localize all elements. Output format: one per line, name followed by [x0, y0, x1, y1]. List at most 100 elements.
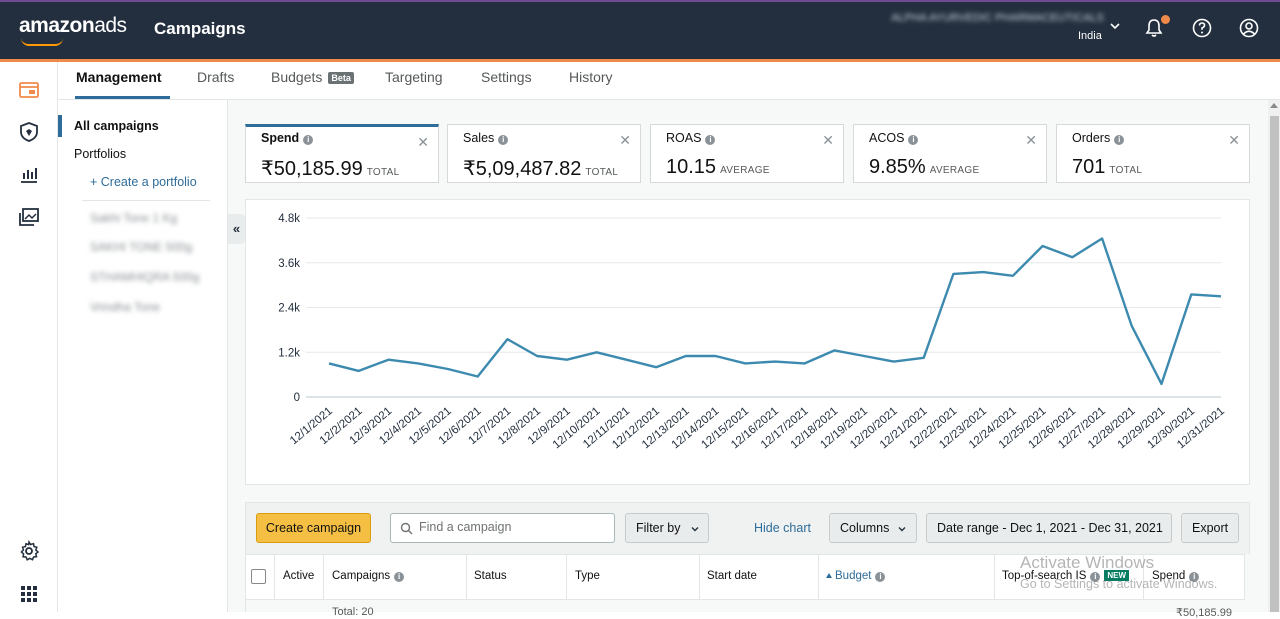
tab-budgets-label: Budgets [271, 69, 323, 85]
settings-icon[interactable] [17, 539, 41, 563]
sidebar-item-portfolios[interactable]: Portfolios [74, 147, 127, 161]
info-icon[interactable]: i [1090, 572, 1101, 582]
activate-windows-watermark: Activate Windows [1020, 553, 1155, 572]
reports-icon[interactable] [17, 163, 41, 187]
apps-grid-icon[interactable] [17, 582, 41, 606]
region-label[interactable]: India [1078, 30, 1102, 42]
metric-value: 10.15 AVERAGE [666, 156, 770, 179]
bell-icon[interactable] [1143, 17, 1165, 39]
column-header-label: Spend [1152, 570, 1186, 582]
shield-icon[interactable] [17, 120, 41, 144]
metric-card-acos[interactable]: ACOS i 9.85% AVERAGE ✕ [853, 124, 1047, 183]
tab-management[interactable]: Management [76, 69, 162, 85]
total-row-label: Total: 20 [332, 606, 374, 618]
metric-label: ROAS [666, 131, 702, 145]
column-header-type[interactable]: Type [575, 570, 600, 582]
column-header-label: Top-of-search IS [1002, 570, 1087, 582]
column-divider [994, 554, 995, 612]
tab-bar: Management Drafts Budgets Beta Targeting … [58, 62, 1280, 100]
create-campaign-button[interactable]: Create campaign [256, 513, 371, 543]
info-icon[interactable]: i [908, 135, 919, 145]
hide-chart-link[interactable]: Hide chart [754, 521, 811, 535]
top-bar [0, 0, 1280, 59]
metric-card-spend[interactable]: Spend i ₹50,185.99 TOTAL ✕ [245, 124, 439, 183]
column-divider [1143, 554, 1144, 612]
notification-dot [1161, 15, 1170, 24]
close-icon[interactable]: ✕ [1228, 132, 1240, 148]
metric-value: 701 TOTAL [1072, 156, 1142, 179]
metric-label: ACOS [869, 131, 905, 145]
column-header-label: Budget [835, 570, 872, 582]
tab-budgets[interactable]: Budgets Beta [271, 69, 354, 85]
tab-settings[interactable]: Settings [481, 69, 532, 85]
column-header-start-date[interactable]: Start date [707, 570, 757, 582]
search-input[interactable] [419, 520, 609, 534]
scroll-up-arrow[interactable] [1270, 103, 1278, 108]
select-all-checkbox[interactable] [251, 569, 266, 584]
collapse-sidebar-button[interactable]: « [228, 214, 245, 244]
sidebar-item-all-campaigns[interactable]: All campaigns [74, 119, 159, 133]
sidebar-portfolio-item[interactable]: SAKHI TONE 500g [90, 240, 193, 254]
info-icon[interactable]: i [394, 572, 405, 582]
info-icon[interactable]: i [705, 135, 716, 145]
create-portfolio-link[interactable]: + Create a portfolio [90, 175, 197, 189]
column-divider [466, 554, 467, 612]
column-header-label: Campaigns [332, 570, 391, 582]
metric-amount: ₹50,185.99 [261, 158, 363, 180]
metric-label: Sales [463, 131, 495, 145]
metric-name: Orders i [1072, 131, 1125, 145]
left-rail [0, 62, 58, 612]
date-range-button[interactable]: Date range - Dec 1, 2021 - Dec 31, 2021 [926, 513, 1172, 543]
metric-amount: 701 [1072, 156, 1106, 178]
amazon-ads-logo[interactable]: amazonads [19, 14, 127, 37]
info-icon[interactable]: i [1189, 572, 1200, 582]
metric-card-roas[interactable]: ROAS i 10.15 AVERAGE ✕ [650, 124, 844, 183]
metric-card-orders[interactable]: Orders i 701 TOTAL ✕ [1056, 124, 1250, 183]
close-icon[interactable]: ✕ [619, 132, 631, 148]
y-tick-label: 0 [294, 392, 300, 404]
info-icon[interactable]: i [1114, 135, 1125, 145]
metric-name: ACOS i [869, 131, 919, 145]
column-header-status[interactable]: Status [474, 570, 507, 582]
account-name[interactable]: ALPHA AYURVEDIC PHARMACEUTICALS [891, 12, 1104, 24]
filter-by-label: Filter by [636, 521, 681, 535]
media-icon[interactable] [17, 205, 41, 229]
sidebar: All campaigns Portfolios + Create a port… [58, 100, 228, 612]
close-icon[interactable]: ✕ [417, 134, 429, 150]
metric-card-sales[interactable]: Sales i ₹5,09,487.82 TOTAL ✕ [447, 124, 641, 183]
scrollbar-thumb[interactable] [1270, 116, 1279, 612]
spend-chart: 0 1.2k 2.4k 3.6k 4.8k 12/1/2021 12/2/2021 12/3/… [245, 199, 1250, 485]
column-header-budget[interactable]: Budget i [826, 570, 886, 582]
info-icon[interactable]: i [498, 135, 509, 145]
column-header-active[interactable]: Active [283, 570, 315, 582]
search-box[interactable] [390, 513, 615, 543]
columns-dropdown[interactable]: Columns [829, 513, 917, 543]
beta-badge: Beta [328, 72, 354, 84]
metric-suffix: TOTAL [1109, 165, 1143, 176]
chevron-down-icon[interactable] [1109, 20, 1121, 32]
tab-history[interactable]: History [569, 69, 613, 85]
column-header-top-of-search[interactable]: Top-of-search IS i NEW [1002, 570, 1130, 582]
tab-drafts[interactable]: Drafts [197, 69, 235, 85]
sidebar-portfolio-item[interactable]: STHAMHIQRA 500g [90, 270, 200, 284]
activate-windows-subtext: Go to Settings to activate Windows. [1020, 577, 1218, 591]
info-icon[interactable]: i [303, 135, 314, 145]
sidebar-portfolio-item[interactable]: Vrindha Tone [90, 300, 161, 314]
filter-by-dropdown[interactable]: Filter by [625, 513, 709, 543]
help-icon[interactable] [1191, 17, 1213, 39]
campaigns-icon[interactable] [17, 78, 41, 102]
sidebar-portfolio-item[interactable]: Sakhi Tone 1 Kg [90, 211, 178, 225]
column-divider [274, 554, 275, 612]
export-button[interactable]: Export [1181, 513, 1239, 543]
account-icon[interactable] [1238, 17, 1260, 39]
y-tick-label: 2.4k [278, 303, 300, 315]
metric-value: 9.85% AVERAGE [869, 156, 979, 179]
info-icon[interactable]: i [875, 572, 886, 582]
metric-suffix: TOTAL [585, 167, 619, 178]
close-icon[interactable]: ✕ [822, 132, 834, 148]
close-icon[interactable]: ✕ [1025, 132, 1037, 148]
column-header-campaigns[interactable]: Campaigns i [332, 570, 405, 582]
column-divider [323, 554, 324, 612]
tab-targeting[interactable]: Targeting [385, 69, 443, 85]
column-header-spend[interactable]: Spend i [1152, 570, 1200, 582]
